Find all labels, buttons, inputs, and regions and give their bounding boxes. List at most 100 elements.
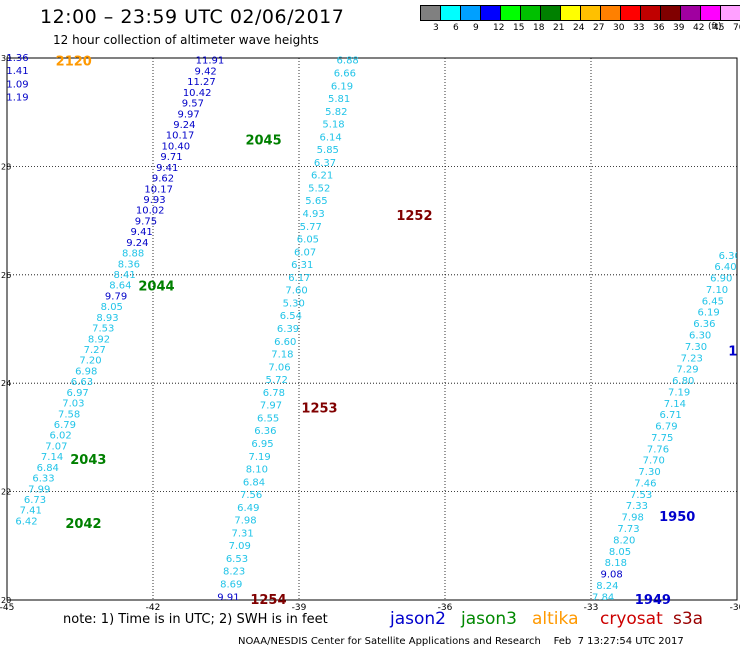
satellite-label-s3a: s3a — [673, 609, 704, 629]
credit-footer: NOAA/NESDIS Center for Satellite Applica… — [238, 636, 684, 647]
pass-number-label: 1253 — [301, 402, 337, 417]
color-swatch-label: 33 — [633, 23, 645, 33]
wave-height-point: 7.60 — [285, 286, 307, 297]
satellite-label-jason3: jason3 — [461, 609, 517, 629]
wave-height-point: 7.29 — [676, 365, 698, 376]
chart-title: 12:00 – 23:59 UTC 02/06/2017 — [40, 6, 345, 28]
y-tick-label: 26 — [1, 271, 11, 280]
color-scale-unit: (ft) — [708, 22, 722, 32]
wave-height-point: 8.10 — [246, 465, 268, 476]
y-tick-label: 20 — [1, 596, 11, 605]
wave-height-point: 7.70 — [643, 456, 665, 467]
wave-height-point: 6.98 — [75, 366, 97, 377]
wave-height-point: 6.36 — [693, 319, 715, 330]
wave-height-point: 6.84 — [243, 477, 265, 488]
color-scale-legend: 3 6 9 12 15 18 21 24 27 30 33 36 39 42 4… — [420, 5, 740, 33]
footnote: note: 1) Time is in UTC; 2) SWH is in fe… — [63, 612, 328, 627]
y-tick-label: 22 — [1, 488, 11, 497]
wave-height-point: 9.71 — [160, 152, 182, 163]
wave-height-point: 8.93 — [96, 313, 118, 324]
satellite-label-jason2: jason2 — [390, 609, 446, 629]
wave-height-point: 6.19 — [331, 81, 353, 92]
x-tick-label: -36 — [438, 603, 453, 613]
wave-height-point: 7.20 — [79, 356, 101, 367]
wave-height-point: 9.41 — [156, 163, 178, 174]
wave-height-point: 7.14 — [41, 452, 63, 463]
wave-height-point: 11.36 — [0, 53, 29, 64]
wave-height-point: 8.23 — [223, 567, 245, 578]
pass-number-label: 2042 — [65, 517, 101, 532]
wave-height-point: 8.64 — [109, 281, 131, 292]
wave-height-point: 6.95 — [251, 439, 273, 450]
wave-height-point: 7.41 — [20, 506, 42, 517]
chart-subtitle: 12 hour collection of altimeter wave hei… — [53, 33, 319, 47]
wave-height-point: 7.84 — [592, 592, 614, 603]
wave-height-point: 6.37 — [314, 158, 336, 169]
y-tick-label: 28 — [1, 162, 11, 171]
wave-height-point: 9.97 — [177, 109, 199, 120]
wave-height-point: 6.40 — [714, 262, 736, 273]
wave-height-point: 7.30 — [685, 342, 707, 353]
wave-height-point: 8.92 — [88, 334, 110, 345]
satellite-label-cryosat: cryosat — [600, 609, 663, 629]
satellite-label-altika: altika — [532, 609, 579, 629]
wave-height-point: 9.24 — [173, 120, 195, 131]
wave-height-point: 6.49 — [237, 503, 259, 514]
wave-height-point: 7.31 — [231, 528, 253, 539]
color-swatch-label: 6 — [453, 23, 459, 33]
wave-height-point: 6.42 — [15, 516, 37, 527]
wave-height-point: 7.97 — [260, 401, 282, 412]
wave-height-point: 7.19 — [249, 452, 271, 463]
wave-height-point: 10.02 — [136, 206, 165, 217]
wave-height-point: 8.20 — [613, 535, 635, 546]
wave-height-point: 11.41 — [0, 66, 29, 77]
color-swatch-label: 15 — [513, 23, 525, 33]
wave-height-point: 9.79 — [105, 291, 127, 302]
wave-height-point: 4.93 — [302, 209, 324, 220]
wave-height-point: 6.07 — [294, 247, 316, 258]
wave-height-point: 6.19 — [697, 308, 719, 319]
color-swatch-label: 45 — [713, 23, 725, 33]
wave-height-point: 7.27 — [84, 345, 106, 356]
wave-height-point: 10.17 — [144, 184, 173, 195]
wave-height-point: 6.31 — [291, 260, 313, 271]
wave-height-point: 6.79 — [54, 420, 76, 431]
wave-height-point: 8.41 — [113, 270, 135, 281]
wave-height-point: 8.18 — [605, 558, 627, 569]
wave-height-point: 6.02 — [49, 431, 71, 442]
wave-height-point: 11.91 — [196, 56, 225, 67]
x-tick-label: -42 — [146, 603, 161, 613]
pass-number-label: 1252 — [396, 209, 432, 224]
wave-height-point: 7.09 — [229, 541, 251, 552]
wave-height-point: 6.14 — [320, 132, 342, 143]
color-swatch-label: 24 — [573, 23, 585, 33]
wave-height-point: 7.98 — [622, 513, 644, 524]
color-swatch-label: 9 — [473, 23, 479, 33]
pass-number-label: 1949 — [635, 593, 671, 608]
color-swatch-label: 30 — [613, 23, 625, 33]
x-tick-label: -45 — [0, 603, 14, 613]
wave-height-point: 6.80 — [672, 376, 694, 387]
color-swatch-label: 27 — [593, 23, 605, 33]
wave-height-point: 9.24 — [126, 238, 148, 249]
wave-height-point: 7.76 — [647, 444, 669, 455]
wave-height-point: 6.54 — [280, 311, 302, 322]
x-tick-label: -30 — [730, 603, 740, 613]
wave-height-point: 6.55 — [257, 413, 279, 424]
wave-height-point: 9.91 — [217, 592, 239, 603]
wave-height-point: 7.73 — [617, 524, 639, 535]
wave-height-point: 7.75 — [651, 433, 673, 444]
wave-height-point: 5.18 — [322, 120, 344, 131]
pass-number-label: 2045 — [245, 133, 281, 148]
wave-height-point: 9.41 — [131, 227, 153, 238]
wave-height-point: 9.42 — [195, 66, 217, 77]
wave-height-point: 7.56 — [240, 490, 262, 501]
x-tick-label: -39 — [292, 603, 307, 613]
wave-height-point: 7.03 — [62, 399, 84, 410]
y-tick-label: 30 — [1, 54, 11, 63]
wave-height-point: 5.81 — [328, 94, 350, 105]
wave-height-point: 6.78 — [263, 388, 285, 399]
wave-height-point: 8.05 — [609, 547, 631, 558]
wave-height-point: 6.39 — [277, 324, 299, 335]
